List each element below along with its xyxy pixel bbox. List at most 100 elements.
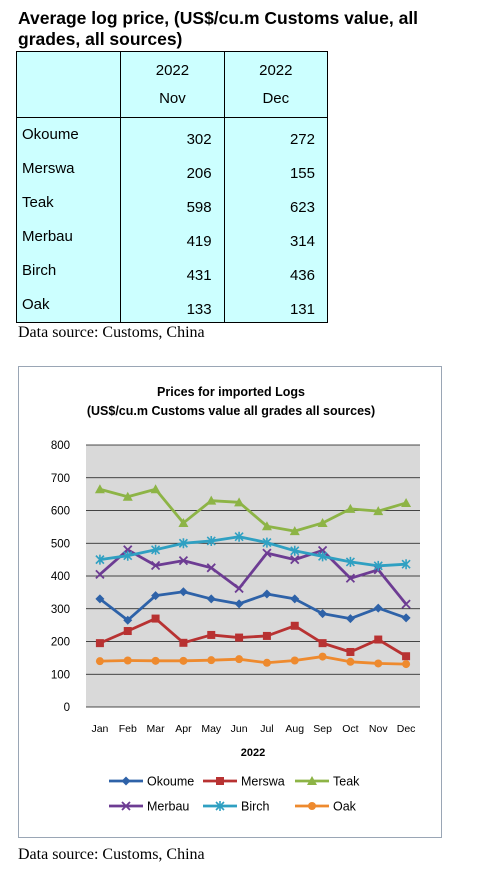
row-name-okoume: Okoume [22,126,79,143]
y-tick-label: 800 [51,440,70,452]
series-line-oak [99,655,407,666]
y-tick-label: 700 [51,473,70,485]
data-point-oak [95,657,104,666]
series-line-okoume [99,590,407,622]
y-tick-label: 0 [64,702,70,714]
row-dec-birch: 436 [289,267,315,284]
row-dec-teak: 623 [289,199,315,216]
data-point-okoume [401,613,411,623]
data-point-merbau [206,563,216,573]
x-tick-label: Nov [369,723,388,735]
data-point-teak [317,517,328,527]
series-teak [94,484,412,536]
x-tick-label: Mar [147,723,166,735]
x-tick-label: Jun [231,723,248,735]
data-point-merbau [150,560,161,571]
data-point-birch [123,550,133,561]
legend-item-merswa: Merswa [203,775,285,789]
x-tick-label: Aug [285,723,304,735]
series-birch [95,531,411,571]
y-tick-label: 100 [51,669,70,681]
data-point-merbau [262,548,272,558]
legend-marker-okoume [121,776,131,786]
data-point-teak [345,503,356,513]
price-table: 2022 Nov 2022 Dec Okoume Merswa Teak Mer… [15,51,329,323]
row-name-teak: Teak [22,194,54,211]
row-nov-oak: 133 [186,301,212,318]
data-point-okoume [290,594,300,604]
data-point-merbau [401,599,411,609]
data-point-merswa [95,639,104,648]
data-point-merswa [151,614,160,623]
series-line-merbau [98,548,408,606]
x-tick-label: May [201,723,222,735]
data-point-okoume [206,594,216,604]
plot-area: 0 100 200 300 400 500 600 700 800 Jan Feb Mar Apr May… [51,440,420,735]
x-tick-label: Oct [342,723,358,735]
y-tick-label: 200 [51,637,70,649]
header-dec: 2022 Dec [223,51,329,118]
series-line-teak [99,487,407,533]
series-line-merswa [99,617,407,658]
legend-label-merswa: Merswa [241,775,285,789]
row-nov-merswa: 206 [186,165,212,182]
data-point-merbau [290,554,300,565]
row-nov-birch: 431 [186,267,212,284]
data-point-okoume [318,609,328,619]
header-dec-year: 2022 [259,61,293,79]
x-axis-label: 2022 [241,747,265,759]
chart-svg: Prices for imported Logs (US$/cu.m Custo… [51,385,420,814]
data-point-merswa [402,652,411,661]
row-dec-merswa: 155 [289,165,315,182]
data-point-okoume [178,587,188,597]
data-point-merswa [318,639,327,648]
legend-label-oak: Oak [333,800,357,814]
legend-label-okoume: Okoume [147,775,194,789]
row-dec-merbau: 314 [289,233,315,250]
data-point-merswa [179,638,188,647]
data-point-okoume [95,594,105,604]
data-point-birch [151,544,161,555]
data-point-teak [122,491,133,501]
data-point-merbau [234,583,244,594]
data-point-merswa [374,635,383,644]
row-dec-okoume: 272 [289,131,315,148]
data-point-merswa [262,631,271,640]
data-point-merswa [207,630,216,639]
series-okoume [95,587,411,625]
header-nov: 2022 Nov [120,51,225,118]
legend-marker-birch [215,801,225,811]
legend-marker-merbau [121,801,131,811]
data-point-oak [151,656,160,665]
header-nov-year: 2022 [155,61,190,79]
data-point-teak [206,495,217,505]
data-point-oak [346,657,355,666]
legend-item-oak: Oak [295,800,357,814]
legend-marker-teak [307,776,317,785]
legend-item-okoume: Okoume [109,775,194,789]
row-nov-teak: 598 [186,199,212,216]
legend-marker-merswa [216,777,224,785]
row-name-merbau: Merbau [22,228,73,245]
legend-label-merbau: Merbau [147,800,189,814]
data-point-teak [234,497,245,507]
x-tick-label: Dec [397,723,416,735]
y-tick-label: 600 [51,506,70,518]
legend-item-birch: Birch [203,800,270,814]
series-line-birch [99,535,407,568]
data-source-bottom: Data source: Customs, China [18,846,205,863]
table-heading: Average log price, (US$/cu.m Customs val… [18,8,419,49]
data-point-birch [234,531,244,542]
data-point-birch [95,554,105,565]
data-point-birch [373,560,383,571]
y-tick-label: 400 [51,571,70,583]
data-point-okoume [123,615,133,625]
x-tick-label: Jul [260,723,273,735]
x-tick-label: Apr [175,723,192,735]
data-point-birch [290,545,300,556]
data-point-birch [206,535,216,546]
data-point-teak [289,526,300,536]
data-point-birch [262,537,272,548]
data-point-okoume [262,589,272,599]
y-tick-label: 500 [51,538,70,550]
